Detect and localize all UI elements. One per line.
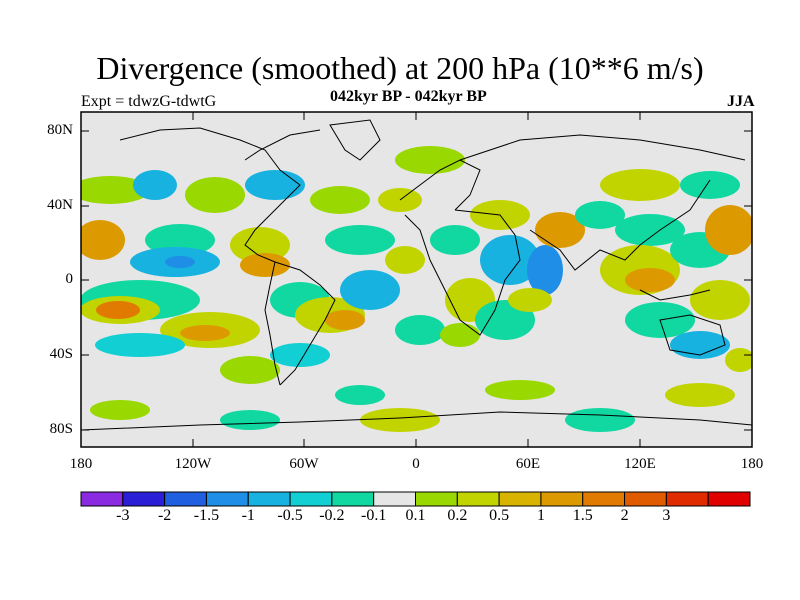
colorbar-swatch [707,491,751,507]
chart-title: Divergence (smoothed) at 200 hPa (10**6 … [96,50,704,86]
lon-tick-label: 120E [624,456,656,472]
colorbar-swatch [164,491,207,507]
lon-tick-label: 0 [412,456,420,472]
field-region [705,205,752,255]
field-region [625,268,675,292]
colorbar-swatch [415,491,458,507]
field-region [340,270,400,310]
colorbar-tick-label: 0.1 [405,507,426,524]
field-region [440,323,480,347]
field-region [395,315,445,345]
colorbar-tick-label: 1.5 [572,507,593,524]
colorbar-swatch [498,491,542,507]
field-region [81,176,150,204]
axis-ticks [81,112,752,447]
colorbar-tick-label: 1 [536,507,545,524]
field-region [680,171,740,199]
colorbar-swatch [205,491,249,507]
colorbar-swatch [665,491,709,507]
field-region [385,246,425,274]
field-region [81,220,125,260]
field-region [95,333,185,357]
field-region [270,343,330,367]
field-region [335,385,385,405]
field-region [180,325,230,341]
colorbar-swatch [582,491,626,507]
field-region [575,201,625,229]
colorbar-swatch [373,491,416,507]
colorbar-swatch [540,491,584,507]
field-region [395,146,465,174]
field-region [527,245,563,295]
lat-tick-label: 80S [49,421,73,437]
colorbar [80,491,751,507]
field-region [325,225,395,255]
field-region [220,356,280,384]
season-label: JJA [727,93,755,110]
field-region [220,410,280,430]
colorbar-swatch [122,491,166,507]
divergence-field [81,146,752,432]
colorbar-tick-label: -1 [241,507,255,524]
lon-tick-label: 180 [69,456,93,472]
field-region [535,212,585,248]
colorbar-tick-label: 0.5 [489,507,510,524]
coastlines [81,119,752,431]
lon-tick-label: 60W [289,456,319,472]
colorbar-tick-label: -1.5 [193,507,220,524]
lat-tick-label: 80N [47,122,73,138]
field-region [690,280,750,320]
colorbar-swatch [80,491,124,507]
field-region [480,235,540,285]
field-region [508,288,552,312]
field-region [600,169,680,201]
colorbar-swatch [289,491,333,507]
field-region [360,408,440,432]
field-region [485,380,555,400]
field-region [165,256,195,268]
experiment-label: Expt = tdwzG-tdwtG [81,93,217,110]
lat-tick-label: 0 [65,271,74,287]
field-region [133,170,177,200]
colorbar-tick-label: -2 [157,507,172,524]
colorbar-swatch [624,491,667,507]
field-region [430,225,480,255]
field-region [96,301,140,319]
field-region [230,227,290,263]
field-region [310,186,370,214]
colorbar-swatch [247,491,291,507]
field-region [185,177,245,213]
lon-tick-label: 120W [174,456,212,472]
chart-subtitle: 042kyr BP - 042kyr BP [330,88,487,105]
map-plot-area [81,112,752,447]
colorbar-tick-label: 0.2 [447,507,468,524]
field-region [615,214,685,246]
field-region [565,408,635,432]
field-region [665,383,735,407]
field-region [90,400,150,420]
colorbar-tick-label: -0.2 [319,507,345,524]
colorbar-tick-label: -0.1 [361,507,387,524]
lon-tick-label: 180 [740,456,764,472]
colorbar-swatch [331,491,375,507]
colorbar-tick-label: 2 [620,507,629,524]
colorbar-tick-label: -3 [116,507,130,524]
field-region [240,253,290,277]
lat-tick-label: 40N [47,197,73,213]
colorbar-tick-label: -0.5 [277,507,303,524]
colorbar-tick-label: 3 [662,507,671,524]
field-region [245,170,305,200]
colorbar-swatch [456,491,500,507]
lat-tick-label: 40S [49,346,73,362]
field-region [325,310,365,330]
lon-tick-label: 60E [515,456,541,472]
field-region [725,348,752,372]
